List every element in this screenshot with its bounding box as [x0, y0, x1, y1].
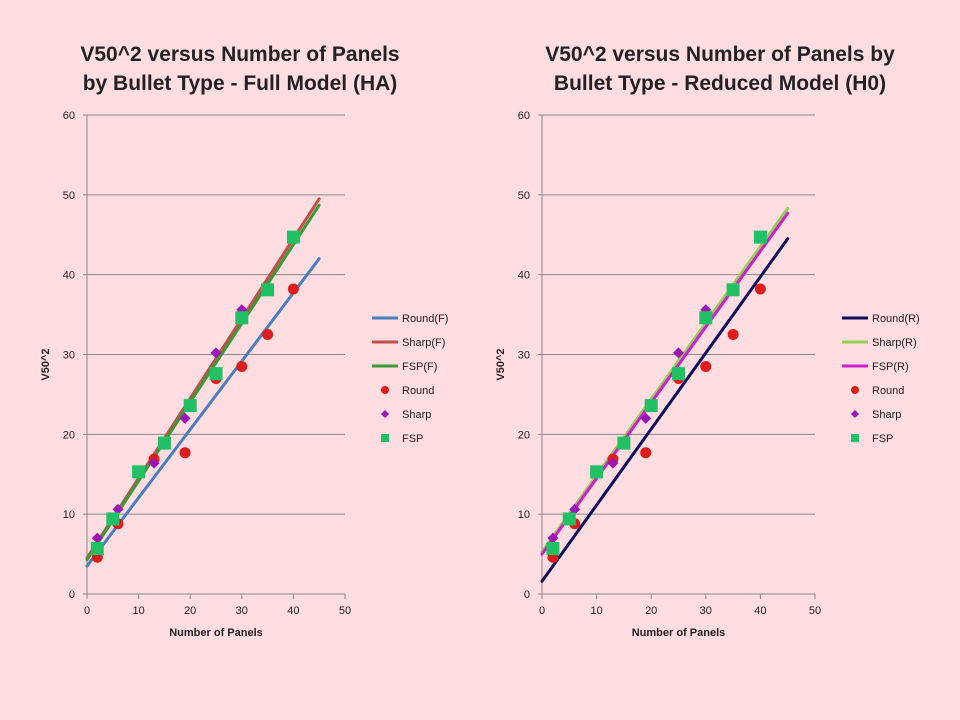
legend-label: Sharp — [402, 409, 431, 421]
data-point — [262, 329, 274, 341]
y-axis-label: V50^2 — [40, 348, 52, 380]
data-point — [179, 447, 191, 459]
data-point — [148, 457, 160, 469]
data-point — [700, 360, 712, 372]
data-point — [754, 283, 766, 295]
chart-plot-full-model: 0 10 20 30 40 50 60 0 10 20 30 40 50 Number of Panels… — [40, 110, 448, 639]
y-tick-label: 40 — [63, 270, 75, 282]
data-point — [179, 412, 191, 424]
chart-title: V50^2 versus Number of Panels by Bullet … — [480, 40, 960, 98]
data-point — [672, 367, 685, 381]
data-point — [617, 436, 631, 450]
series-line — [85, 203, 321, 562]
chart-title-line-1: V50^2 versus Number of Panels — [80, 43, 400, 66]
legend-label: Sharp(F) — [402, 337, 445, 349]
chart-reduced-model: V50^2 versus Number of Panels by Bullet … — [480, 0, 960, 720]
legend-label: Sharp(R) — [872, 337, 917, 349]
chart-title-line-1: V50^2 versus Number of Panels by — [545, 43, 895, 66]
y-tick-label: 20 — [63, 429, 75, 441]
x-tick-label: 20 — [645, 605, 657, 617]
data-point — [644, 399, 658, 413]
x-axis-label: Number of Panels — [632, 627, 726, 639]
y-tick-label: 50 — [518, 190, 530, 202]
data-point — [183, 399, 197, 413]
x-tick-label: 40 — [754, 605, 766, 617]
legend-label: Round — [872, 385, 904, 397]
legend-label: FSP — [402, 433, 423, 445]
data-point — [562, 512, 576, 526]
legend-marker-swatch — [851, 386, 859, 394]
y-tick-label: 10 — [518, 509, 530, 521]
x-tick-label: 10 — [132, 605, 144, 617]
y-tick-label: 20 — [518, 429, 530, 441]
x-tick-label: 50 — [339, 605, 351, 617]
data-point — [235, 311, 249, 325]
chart-title: V50^2 versus Number of Panels by Bullet … — [0, 40, 480, 98]
legend-marker-swatch — [381, 410, 389, 418]
chart-plot-reduced-model: 0 10 20 30 40 50 60 0 10 20 30 40 50 Number of Panels… — [495, 110, 920, 639]
y-tick-label: 0 — [69, 589, 75, 601]
data-point — [753, 230, 767, 244]
x-tick-label: 30 — [236, 605, 248, 617]
y-tick-label: 0 — [524, 589, 530, 601]
series-line — [540, 237, 790, 583]
series-line — [540, 211, 790, 556]
chart-title-line-2: Bullet Type - Reduced Model (H0) — [553, 72, 887, 95]
data-point — [673, 347, 684, 359]
series-line — [540, 206, 790, 554]
x-tick-label: 50 — [809, 605, 821, 617]
data-point — [546, 541, 560, 555]
legend-marker-swatch — [381, 434, 389, 442]
legend-marker-swatch — [851, 434, 859, 442]
data-point — [132, 465, 146, 479]
data-point — [112, 503, 124, 515]
x-tick-label: 0 — [84, 605, 90, 617]
data-point — [727, 329, 739, 341]
data-point — [261, 283, 275, 297]
legend-marker-swatch — [381, 386, 389, 394]
data-point — [157, 436, 171, 450]
legend-marker-swatch — [851, 410, 859, 418]
y-tick-label: 60 — [518, 110, 530, 122]
data-point — [286, 230, 300, 244]
y-tick-label: 10 — [63, 509, 75, 521]
data-point — [590, 465, 604, 479]
legend-label: FSP(F) — [402, 361, 437, 373]
legend-label: Round(R) — [872, 313, 920, 325]
data-point — [547, 532, 559, 544]
data-point — [640, 447, 652, 459]
legend-label: Round — [402, 385, 434, 397]
legend-label: Round(F) — [402, 313, 448, 325]
data-point — [569, 503, 581, 515]
y-tick-label: 40 — [518, 270, 530, 282]
x-tick-label: 40 — [287, 605, 299, 617]
data-point — [210, 347, 222, 359]
data-point — [726, 283, 740, 297]
data-point — [90, 541, 104, 555]
data-point — [91, 532, 103, 544]
y-tick-label: 30 — [518, 350, 530, 362]
x-tick-label: 0 — [539, 605, 545, 617]
data-point — [287, 283, 299, 295]
chart-title-line-2: by Bullet Type - Full Model (HA) — [82, 72, 398, 95]
y-tick-label: 30 — [63, 350, 75, 362]
data-point — [209, 367, 223, 381]
legend-label: FSP — [872, 433, 893, 445]
legend-label: Sharp — [872, 409, 901, 421]
y-axis-label: V50^2 — [495, 348, 507, 380]
x-tick-label: 10 — [590, 605, 602, 617]
x-tick-label: 20 — [184, 605, 196, 617]
y-tick-label: 50 — [63, 190, 75, 202]
data-point — [236, 360, 248, 372]
series-line — [85, 257, 321, 568]
y-tick-label: 60 — [63, 110, 75, 122]
data-point — [699, 311, 713, 325]
legend-label: FSP(R) — [872, 361, 909, 373]
chart-full-model: V50^2 versus Number of Panels by Bullet … — [0, 40, 480, 639]
x-axis-label: Number of Panels — [169, 627, 263, 639]
x-tick-label: 30 — [700, 605, 712, 617]
data-point — [106, 512, 120, 526]
data-point — [640, 412, 652, 424]
data-point — [607, 457, 619, 469]
